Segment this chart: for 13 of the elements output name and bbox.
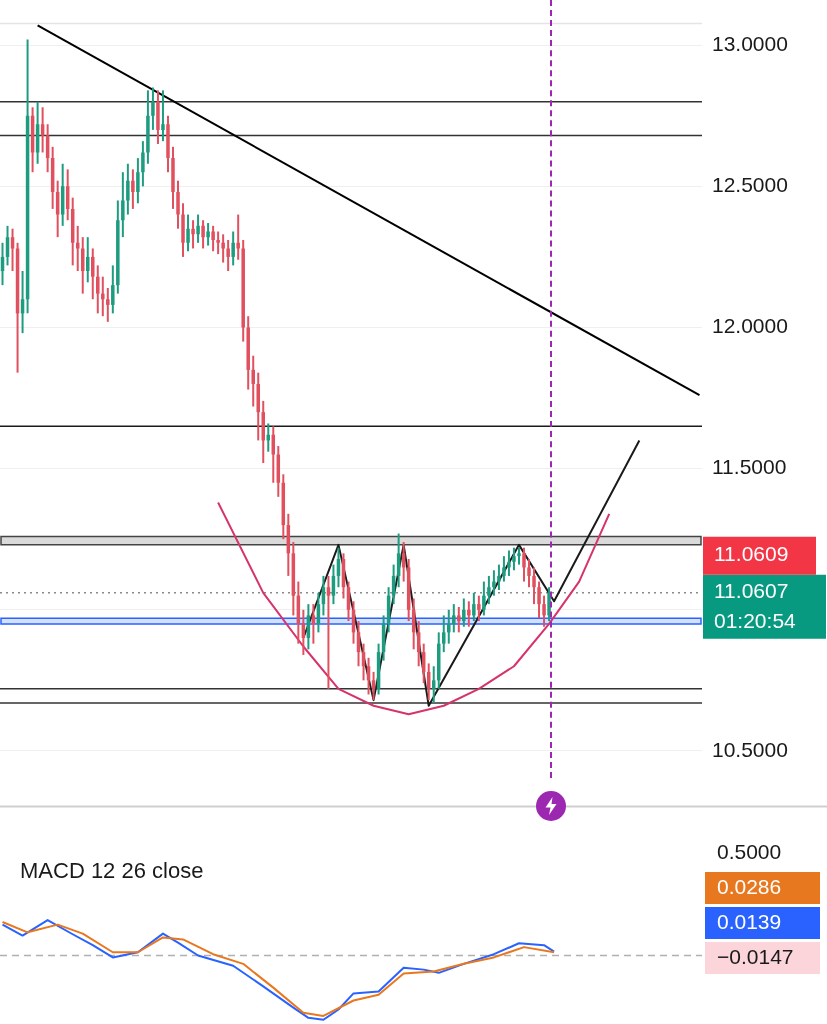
text: −0.0147	[717, 944, 794, 968]
y-tick-label: 13.0000	[712, 31, 788, 55]
y-tick-label: 11.5000	[712, 455, 787, 479]
text: 01:20:54	[714, 609, 797, 633]
ref-line-label: 11.0607	[714, 579, 789, 603]
text: 0.5000	[717, 839, 782, 863]
text: 0.0139	[717, 909, 782, 933]
y-tick-label: 12.0000	[712, 314, 788, 338]
y-tick-label: 10.5000	[712, 737, 788, 761]
y-tick-label: 12.5000	[712, 173, 788, 197]
chart-title: MACD 12 26 close	[20, 858, 204, 884]
text: 0.0286	[717, 874, 782, 898]
text: 11.0609	[714, 542, 789, 566]
